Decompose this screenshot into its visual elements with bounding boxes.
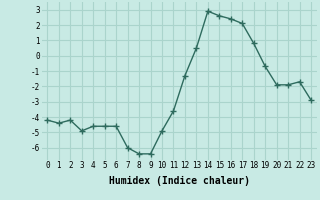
X-axis label: Humidex (Indice chaleur): Humidex (Indice chaleur) xyxy=(109,176,250,186)
